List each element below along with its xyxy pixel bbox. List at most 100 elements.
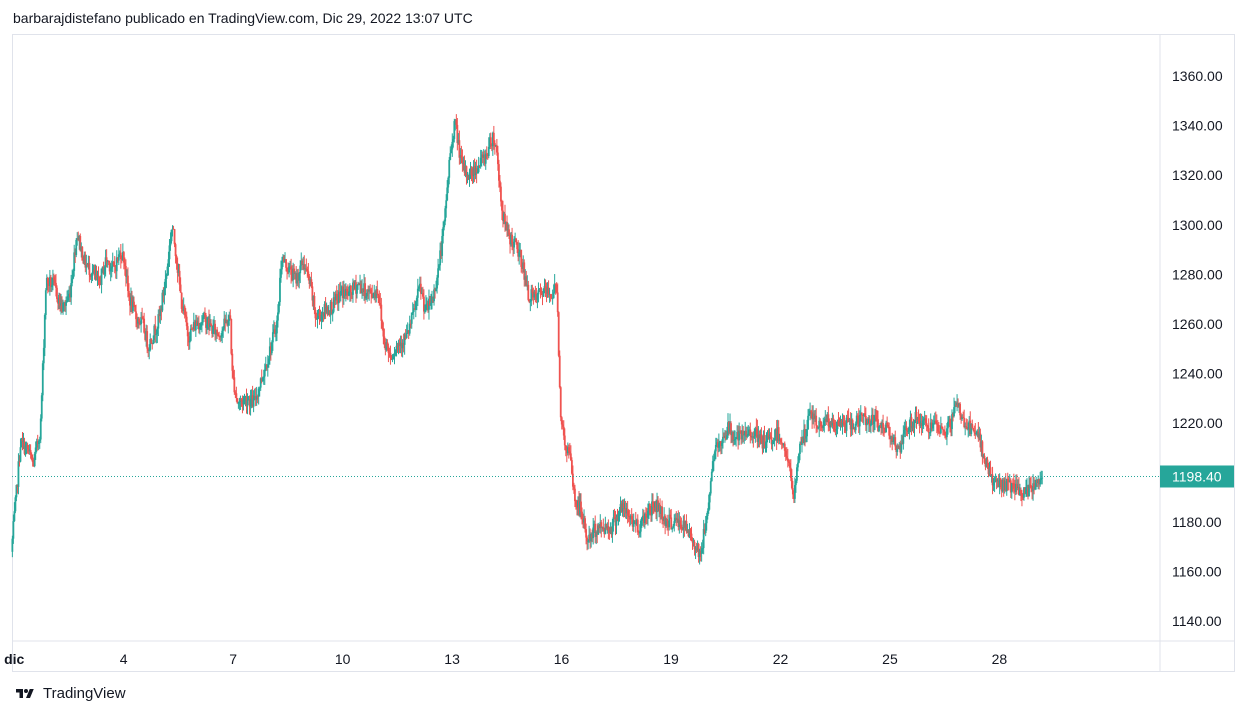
candle-body [1020, 490, 1022, 494]
candle-body [427, 303, 429, 310]
candle-body [164, 278, 167, 289]
candle-body [914, 411, 917, 421]
candle-body [219, 336, 222, 338]
candle-body [111, 261, 114, 267]
candle-body [145, 331, 148, 340]
footer-brand[interactable]: TradingView [12, 685, 126, 702]
candle-body [492, 132, 495, 143]
candle-body [95, 274, 98, 278]
candle-body [461, 157, 464, 164]
candle-body [597, 525, 600, 535]
candle-body [638, 531, 641, 534]
price-tick-label: 1140.00 [1172, 613, 1222, 629]
candle-body [852, 427, 855, 429]
candle-body [1026, 487, 1028, 489]
candle-body [70, 283, 73, 298]
candle-body [783, 443, 786, 451]
candle-body [167, 259, 170, 267]
candle-body [889, 435, 892, 439]
candle-body [534, 291, 537, 294]
candle-body [23, 441, 26, 454]
candle-body [345, 288, 348, 292]
candle-body [729, 423, 731, 432]
candle-body [730, 423, 732, 436]
candle-body [936, 424, 939, 432]
candle-body [50, 285, 53, 288]
candle-body [323, 304, 326, 317]
candle-body [233, 377, 236, 393]
candle-body [683, 520, 686, 528]
candle-body [24, 445, 27, 454]
candle-body [322, 312, 325, 317]
candle-body [280, 269, 282, 278]
candle-body [64, 302, 66, 306]
candle-body [1014, 483, 1017, 492]
candle-body [775, 428, 778, 442]
candle-body [156, 328, 159, 334]
candle-body [341, 286, 344, 299]
candle-body [946, 428, 948, 438]
candle-body [722, 436, 724, 444]
candle-body [256, 396, 259, 398]
candle-body [71, 278, 74, 284]
candle-body [124, 266, 127, 277]
candle-body [811, 411, 814, 420]
candle-body [1039, 480, 1042, 485]
candle-body [964, 426, 967, 427]
candle-body [410, 312, 413, 324]
candle-body [920, 423, 923, 426]
candle-body [649, 503, 651, 514]
candle-body [974, 432, 977, 435]
candle-body [142, 317, 145, 319]
candle-body [513, 238, 516, 248]
candle-body [134, 305, 136, 312]
candle-body [657, 500, 659, 511]
candle-body [981, 441, 984, 458]
candle-body [822, 425, 825, 429]
candle-body [614, 518, 617, 526]
candle-body [366, 289, 369, 297]
candle-body [826, 414, 829, 422]
candle-body [739, 430, 742, 432]
candle-body [556, 292, 559, 313]
candle-body [913, 420, 916, 428]
candle-body [882, 422, 884, 428]
candle-body [169, 241, 172, 246]
candle-body [335, 293, 338, 297]
candle-body [354, 282, 356, 289]
candle-body [140, 317, 142, 325]
candle-body [474, 168, 477, 175]
footer-brand-label: TradingView [43, 685, 126, 702]
candle-body [386, 342, 389, 347]
candle-body [173, 229, 176, 245]
candle-body [965, 426, 968, 428]
candle-body [403, 334, 406, 345]
candle-body [688, 529, 691, 537]
candle-body [404, 334, 407, 338]
candle-body [635, 519, 638, 525]
candle-body [738, 430, 741, 441]
candle-body [921, 420, 924, 426]
candle-body [12, 521, 15, 539]
candle-body [56, 287, 58, 299]
candle-body [834, 429, 837, 431]
candle-body [361, 288, 363, 294]
candle-body [67, 296, 70, 301]
candle-body [1009, 480, 1012, 493]
candle-body [420, 292, 423, 294]
candle-body [401, 342, 404, 349]
candle-body [642, 515, 645, 523]
candle-body [511, 234, 513, 244]
candle-body [744, 430, 747, 435]
candle-body [449, 153, 452, 160]
candle-body [857, 418, 860, 427]
candle-body [619, 503, 622, 511]
candle-body [919, 423, 922, 426]
candle-body [788, 463, 791, 468]
candle-body [680, 524, 683, 529]
candle-body [645, 515, 648, 518]
candle-body [804, 429, 806, 439]
candle-body [462, 162, 465, 164]
candle-body [678, 520, 681, 527]
